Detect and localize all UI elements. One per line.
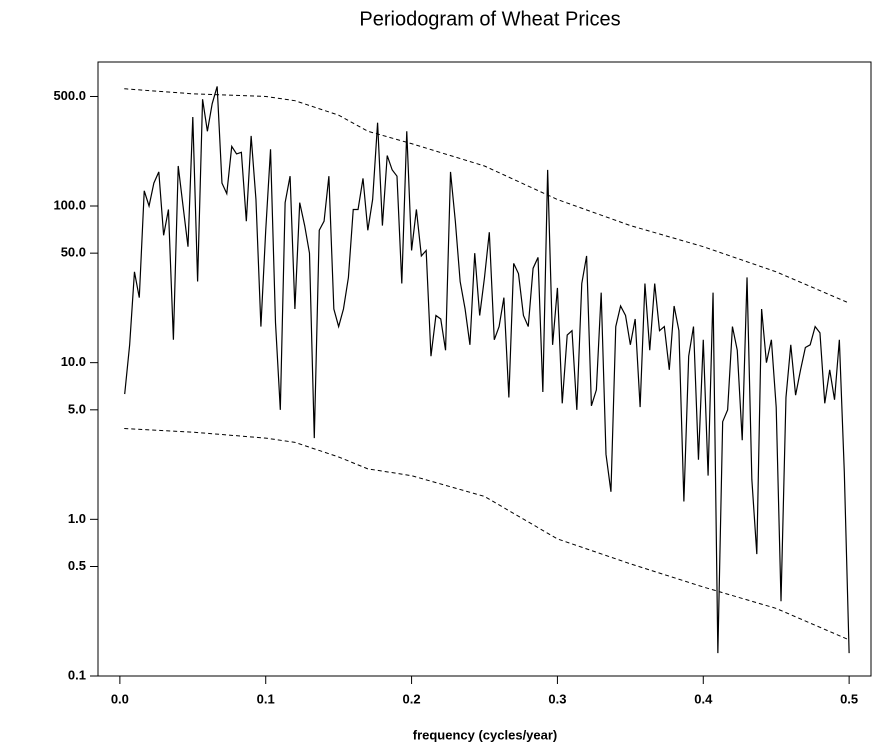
- x-tick-label: 0.1: [257, 691, 275, 706]
- y-tick-label: 1.0: [68, 511, 86, 526]
- periodogram-line: [124, 86, 850, 654]
- x-tick-label: 0.3: [548, 691, 566, 706]
- chart-title: Periodogram of Wheat Prices: [359, 8, 620, 30]
- y-tick-label: 10.0: [61, 354, 86, 369]
- y-tick-label: 0.1: [68, 667, 86, 682]
- y-tick-label: 100.0: [53, 197, 86, 212]
- y-tick-label: 50.0: [61, 245, 86, 260]
- y-tick-label: 500.0: [53, 88, 86, 103]
- confidence-band: [124, 88, 850, 304]
- y-tick-label: 0.5: [68, 558, 86, 573]
- confidence-band: [124, 428, 850, 641]
- x-tick-label: 0.0: [111, 691, 129, 706]
- y-tick-label: 5.0: [68, 401, 86, 416]
- x-axis-label: frequency (cycles/year): [413, 727, 558, 742]
- x-tick-label: 0.5: [840, 691, 858, 706]
- x-tick-label: 0.2: [403, 691, 421, 706]
- plot-frame: [97, 61, 872, 677]
- x-tick-label: 0.4: [694, 691, 713, 706]
